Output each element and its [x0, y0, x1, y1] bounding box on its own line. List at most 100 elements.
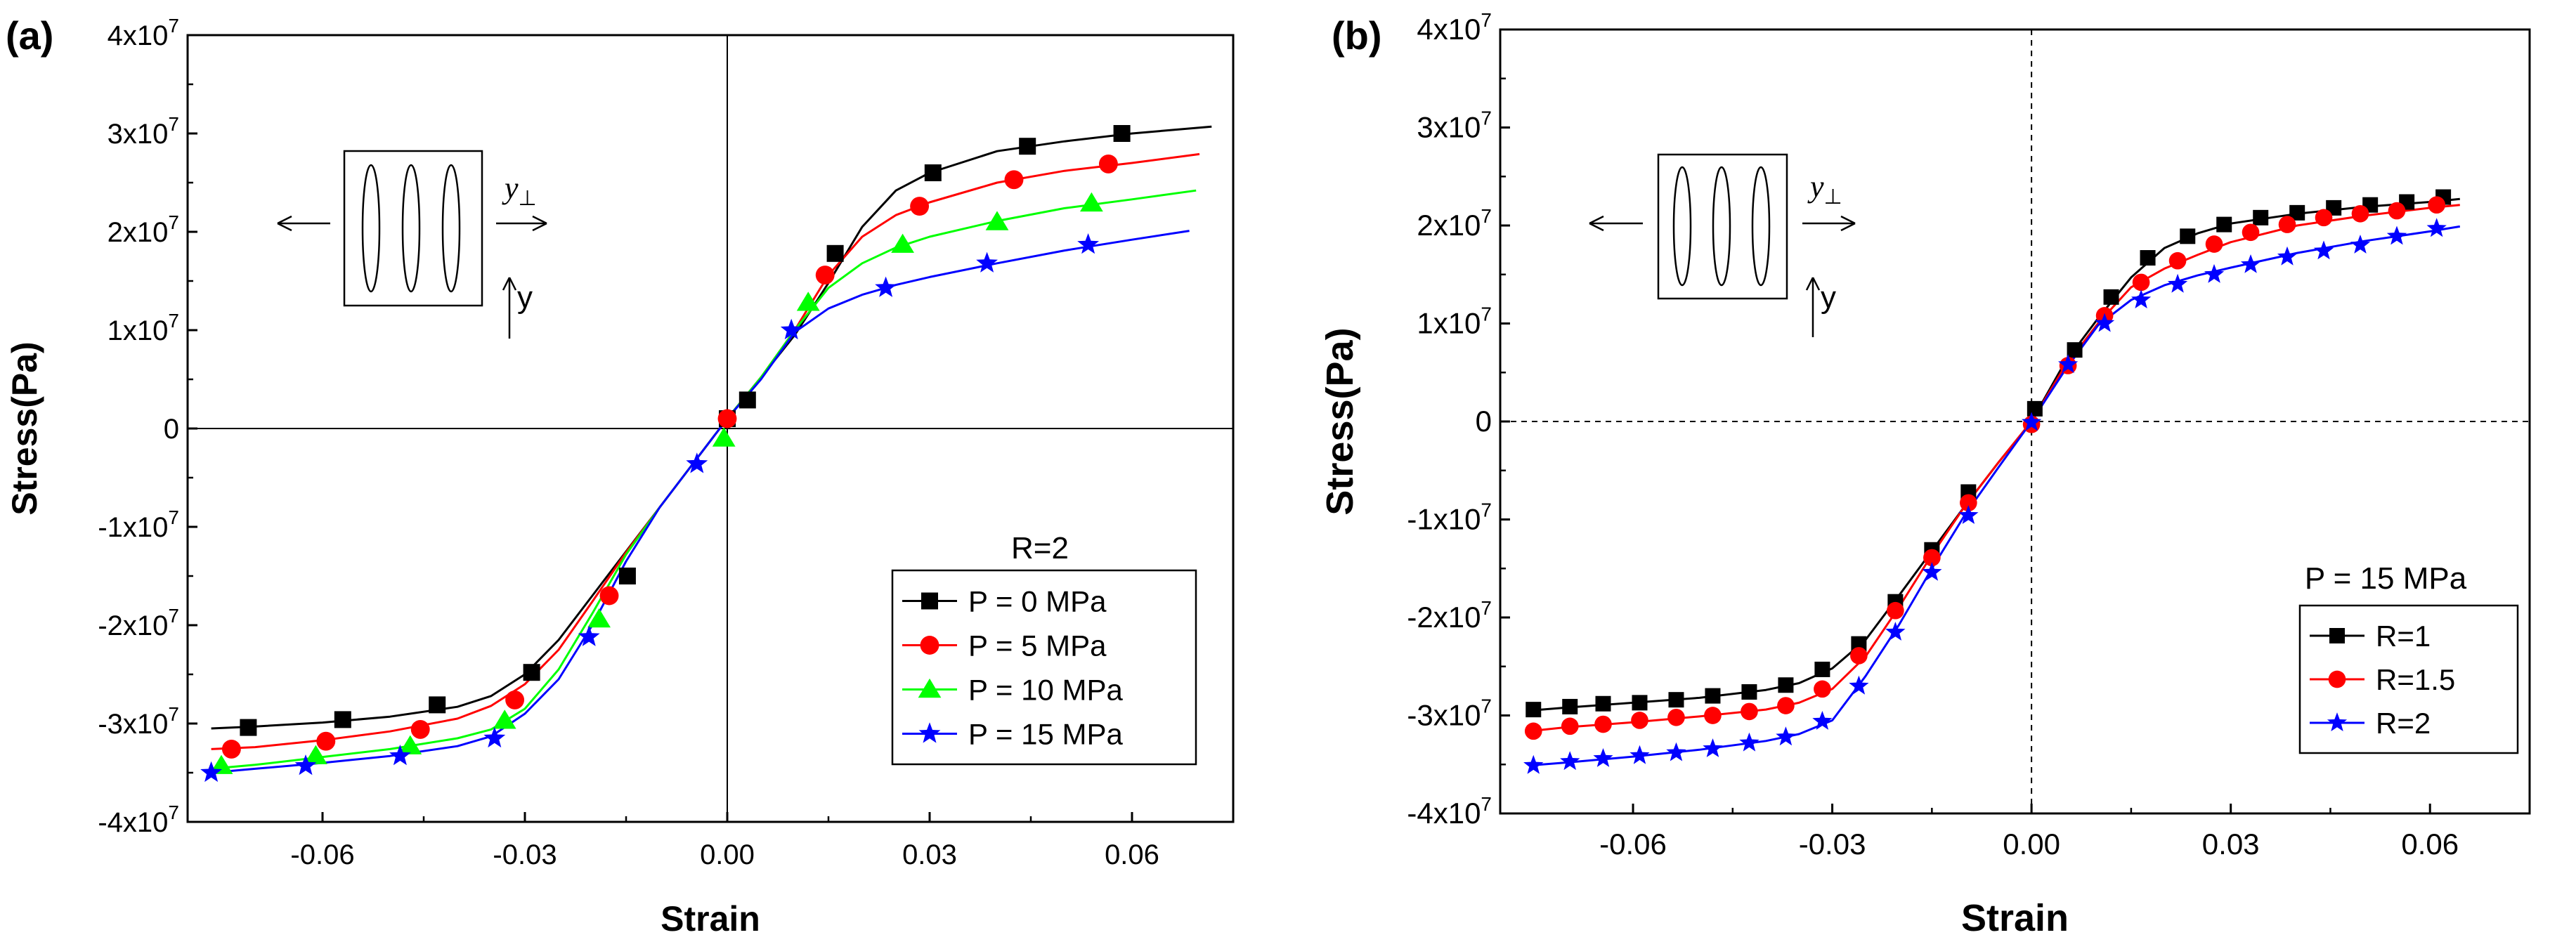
legend-entry-label: P = 10 MPa	[968, 674, 1124, 707]
data-point	[1739, 732, 1759, 752]
data-point	[334, 711, 351, 728]
right-arrow-icon	[496, 215, 547, 232]
x-tick-label: 0.00	[700, 839, 755, 870]
panel-a-inset-schematic: y⊥ y	[277, 150, 547, 339]
data-point	[316, 731, 336, 751]
data-point	[891, 233, 914, 253]
y-tick-label: -1x107	[1407, 499, 1492, 536]
data-point	[2167, 273, 2188, 293]
data-point	[2131, 289, 2152, 308]
x-tick-label: -0.06	[290, 839, 354, 870]
data-point	[1080, 192, 1103, 212]
inset-ellipse-3	[441, 164, 461, 293]
legend-marker	[2327, 712, 2348, 731]
data-point	[429, 696, 446, 714]
data-point	[493, 709, 516, 729]
data-point	[1560, 751, 1580, 771]
panel-b-inset-schematic: y⊥ y	[1589, 153, 1856, 337]
up-arrow-icon	[502, 277, 517, 339]
y-tick-label: 2x107	[108, 211, 179, 248]
data-point	[2426, 218, 2447, 237]
data-point	[1849, 675, 1869, 695]
data-point	[483, 726, 506, 748]
x-tick-label: -0.03	[1799, 827, 1866, 861]
data-point	[1593, 748, 1613, 767]
panel-a-ticks: -0.06 -0.03 0.00 0.03 0.06 -4x107 -3x107 -2x107…	[98, 15, 1159, 870]
data-point	[2180, 228, 2196, 244]
data-point	[1019, 138, 1036, 155]
data-point	[2204, 263, 2225, 283]
panel-b-ticks: -0.06 -0.03 0.00 0.03 0.06 -4x107 -3x107 -2x107…	[1407, 9, 2459, 861]
data-point	[2067, 342, 2083, 358]
data-point	[410, 719, 430, 739]
legend-marker	[920, 636, 939, 655]
chart-panel-b: (b) -0.06 -0.03 0.00 0.03 0.06 -4x107 -3x107 -2…	[1319, 9, 2531, 939]
data-point	[826, 244, 844, 262]
data-point	[686, 452, 708, 473]
data-point	[618, 568, 636, 584]
data-point	[1668, 692, 1684, 708]
data-point	[976, 251, 998, 273]
legend-marker	[921, 592, 938, 610]
data-point	[2289, 204, 2305, 221]
data-point	[1814, 661, 1830, 677]
data-point	[924, 164, 942, 181]
x-tick-label: 0.06	[1105, 839, 1159, 870]
data-point	[505, 690, 525, 709]
inset-label-y-perp: y⊥	[1807, 169, 1842, 209]
data-point	[2058, 354, 2079, 374]
panel-a-annotation: R=2	[1011, 531, 1069, 565]
panel-b-legend: R=1 R=1.5 R=2	[2298, 604, 2519, 754]
data-point	[304, 745, 327, 764]
data-point	[1960, 494, 1977, 512]
y-tick-label: 0	[164, 414, 179, 445]
data-point	[2428, 196, 2445, 214]
legend-marker	[918, 722, 941, 743]
data-point	[2313, 240, 2334, 260]
data-point	[1741, 702, 1758, 721]
data-point	[1523, 754, 1544, 774]
y-tick-label: -4x107	[1407, 793, 1492, 830]
data-point	[910, 197, 930, 216]
inset-ellipse-1	[361, 164, 381, 293]
data-point	[1922, 562, 1942, 581]
inset-label-y: y	[1821, 280, 1836, 315]
data-point	[815, 266, 835, 285]
inset-label-y: y	[517, 280, 533, 315]
y-tick-label: -4x107	[98, 802, 179, 838]
data-point	[1704, 707, 1722, 724]
x-tick-label: -0.03	[493, 839, 557, 870]
data-point	[1631, 712, 1648, 729]
panel-b-annotation: P = 15 MPa	[2305, 561, 2467, 596]
data-point	[2103, 289, 2119, 305]
data-point	[1958, 505, 1979, 524]
legend-marker	[2329, 628, 2345, 643]
data-point	[2022, 412, 2042, 431]
data-point	[1812, 711, 1833, 730]
y-tick-label: 2x107	[1417, 205, 1492, 242]
legend-marker	[918, 678, 942, 698]
panel-a-zero-lines	[188, 35, 1233, 822]
legend-entry-label: R=1.5	[2376, 663, 2455, 696]
data-point	[1703, 738, 1723, 757]
left-arrow-icon	[1589, 215, 1643, 232]
data-point	[587, 608, 611, 628]
y-tick-label: -3x107	[98, 703, 179, 740]
data-point	[1526, 702, 1542, 718]
legend-entry-label: R=1	[2376, 620, 2431, 653]
data-point	[1629, 745, 1650, 764]
data-point	[1524, 722, 1542, 740]
data-point	[2095, 313, 2115, 332]
data-point	[739, 391, 756, 409]
y-tick-label: 3x107	[108, 113, 179, 150]
data-point	[780, 318, 802, 340]
data-point	[1077, 233, 1099, 254]
data-point	[1887, 601, 1904, 620]
data-point	[1666, 742, 1686, 761]
data-point	[1667, 708, 1685, 726]
data-point	[2027, 400, 2043, 417]
legend-marker	[2328, 670, 2346, 688]
chart-panel-a: (a) -0.06 -0.03 0.00 0.03 0.06 -4x107 -3x107 -2…	[5, 13, 1235, 938]
panel-b-y-axis-label: Stress(Pa)	[1319, 327, 1361, 515]
